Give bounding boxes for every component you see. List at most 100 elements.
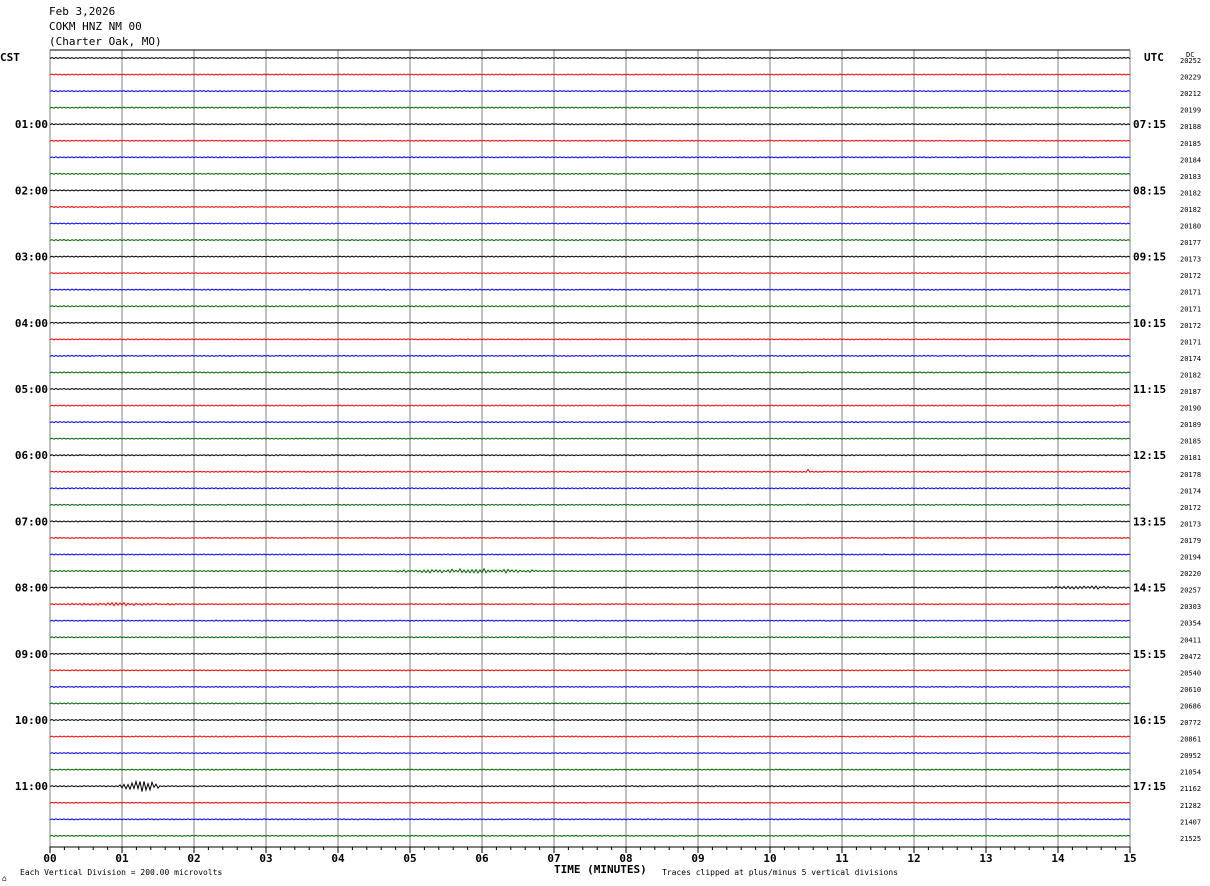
dc-offset-label: 20252 <box>1180 57 1201 65</box>
dc-offset-label: 20172 <box>1180 322 1201 330</box>
seismic-trace <box>49 585 1131 590</box>
seismic-trace <box>49 536 1131 540</box>
dc-offset-label: 20610 <box>1180 686 1201 694</box>
seismic-trace <box>49 420 1131 424</box>
dc-offset-label: 21282 <box>1180 802 1201 810</box>
dc-offset-label: 20686 <box>1180 702 1201 710</box>
dc-offset-label: 20194 <box>1180 554 1201 562</box>
seismic-trace <box>49 106 1131 109</box>
seismic-trace <box>49 189 1131 192</box>
dc-offset-label: 20173 <box>1180 520 1201 528</box>
cst-hour-label: 08:00 <box>15 582 48 595</box>
seismic-trace <box>49 156 1131 159</box>
seismic-trace <box>49 652 1131 655</box>
dc-offset-label: 20172 <box>1180 504 1201 512</box>
seismic-trace <box>49 139 1131 142</box>
x-tick-label: 11 <box>835 852 849 865</box>
seismic-trace <box>49 735 1131 738</box>
cst-hour-label: 11:00 <box>15 780 48 793</box>
dc-offset-label: 20472 <box>1180 653 1201 661</box>
corner-mark: ⌂ <box>2 874 7 883</box>
seismic-trace <box>49 172 1131 176</box>
seismic-trace <box>49 553 1131 556</box>
dc-offset-label: 20171 <box>1180 338 1201 346</box>
x-tick-label: 03 <box>259 852 272 865</box>
dc-offset-label: 20772 <box>1180 719 1201 727</box>
dc-offset-label: 21162 <box>1180 785 1201 793</box>
dc-offset-label: 20174 <box>1180 487 1201 495</box>
dc-offset-label: 20185 <box>1180 140 1201 148</box>
dc-offset-label: 21407 <box>1180 818 1201 826</box>
x-tick-label: 04 <box>331 852 345 865</box>
seismic-trace <box>49 702 1131 705</box>
seismic-trace <box>49 222 1131 225</box>
seismic-trace <box>49 338 1131 341</box>
station-name: COKM HNZ NM 00 <box>49 20 142 33</box>
dc-offset-label: 20189 <box>1180 421 1201 429</box>
seismic-trace <box>49 601 1131 607</box>
seismic-trace <box>49 751 1131 755</box>
dc-offset-label: 20174 <box>1180 355 1201 363</box>
seismic-trace <box>49 238 1131 242</box>
seismic-trace <box>49 371 1131 374</box>
utc-hour-label: 09:15 <box>1133 251 1166 264</box>
x-tick-label: 12 <box>907 852 920 865</box>
right-timezone-label: UTC <box>1144 51 1164 64</box>
cst-hour-label: 03:00 <box>15 251 48 264</box>
x-tick-label: 05 <box>403 852 416 865</box>
cst-hour-label: 02:00 <box>15 184 48 197</box>
dc-offset-label: 20171 <box>1180 289 1201 297</box>
dc-offset-label: 20190 <box>1180 405 1201 413</box>
grid-layer <box>49 49 1131 853</box>
dc-offset-label: 20303 <box>1180 603 1201 611</box>
seismic-trace <box>49 437 1131 440</box>
dc-offset-label: 20172 <box>1180 272 1201 280</box>
dc-offset-label: 20188 <box>1180 123 1201 131</box>
dc-offset-label: 20229 <box>1180 74 1201 82</box>
seismic-trace <box>49 205 1131 209</box>
seismic-trace <box>49 454 1131 457</box>
dc-offset-label: 20220 <box>1180 570 1201 578</box>
x-tick-label: 09 <box>691 852 704 865</box>
dc-offset-label: 20181 <box>1180 454 1201 462</box>
dc-offset-label: 20861 <box>1180 736 1201 744</box>
dc-offset-label: 20199 <box>1180 107 1201 115</box>
cst-hour-label: 05:00 <box>15 383 48 396</box>
x-tick-label: 00 <box>43 852 56 865</box>
seismic-trace <box>49 718 1131 722</box>
x-axis-title: TIME (MINUTES) <box>554 863 647 876</box>
cst-hour-label: 01:00 <box>15 118 48 131</box>
seismic-trace <box>49 123 1131 126</box>
cst-hour-label: 07:00 <box>15 515 48 528</box>
seismic-trace <box>49 288 1131 291</box>
x-tick-label: 10 <box>763 852 776 865</box>
seismic-trace <box>49 669 1131 672</box>
dc-offset-label: 20411 <box>1180 636 1201 644</box>
seismic-trace <box>49 321 1131 324</box>
seismic-trace <box>49 818 1131 821</box>
seismic-trace <box>49 404 1131 407</box>
station-location: (Charter Oak, MO) <box>49 35 162 48</box>
dc-offset-label: 20212 <box>1180 90 1201 98</box>
utc-hour-label: 10:15 <box>1133 317 1166 330</box>
scale-note: Each Vertical Division = 200.00 microvol… <box>20 868 222 877</box>
seismic-trace <box>49 487 1131 490</box>
dc-offset-label: 20182 <box>1180 371 1201 379</box>
dc-offset-label: 20182 <box>1180 206 1201 214</box>
x-tick-label: 02 <box>187 852 200 865</box>
label-layer: 00 01 02 03 04 05 06 07 08 09 10 11 12 13 14 15 20252 202… <box>15 57 1201 865</box>
left-timezone-label: CST <box>0 51 20 64</box>
cst-hour-label: 09:00 <box>15 648 48 661</box>
seismic-trace <box>49 779 1131 792</box>
dc-header-label: DC <box>1186 51 1194 59</box>
dc-offset-label: 21525 <box>1180 835 1201 843</box>
utc-hour-label: 12:15 <box>1133 449 1166 462</box>
x-tick-label: 15 <box>1123 852 1136 865</box>
dc-offset-label: 20187 <box>1180 388 1201 396</box>
seismic-trace <box>49 503 1131 507</box>
utc-hour-label: 16:15 <box>1133 714 1166 727</box>
x-tick-label: 01 <box>115 852 129 865</box>
seismic-trace <box>49 520 1131 523</box>
x-tick-label: 14 <box>1051 852 1065 865</box>
